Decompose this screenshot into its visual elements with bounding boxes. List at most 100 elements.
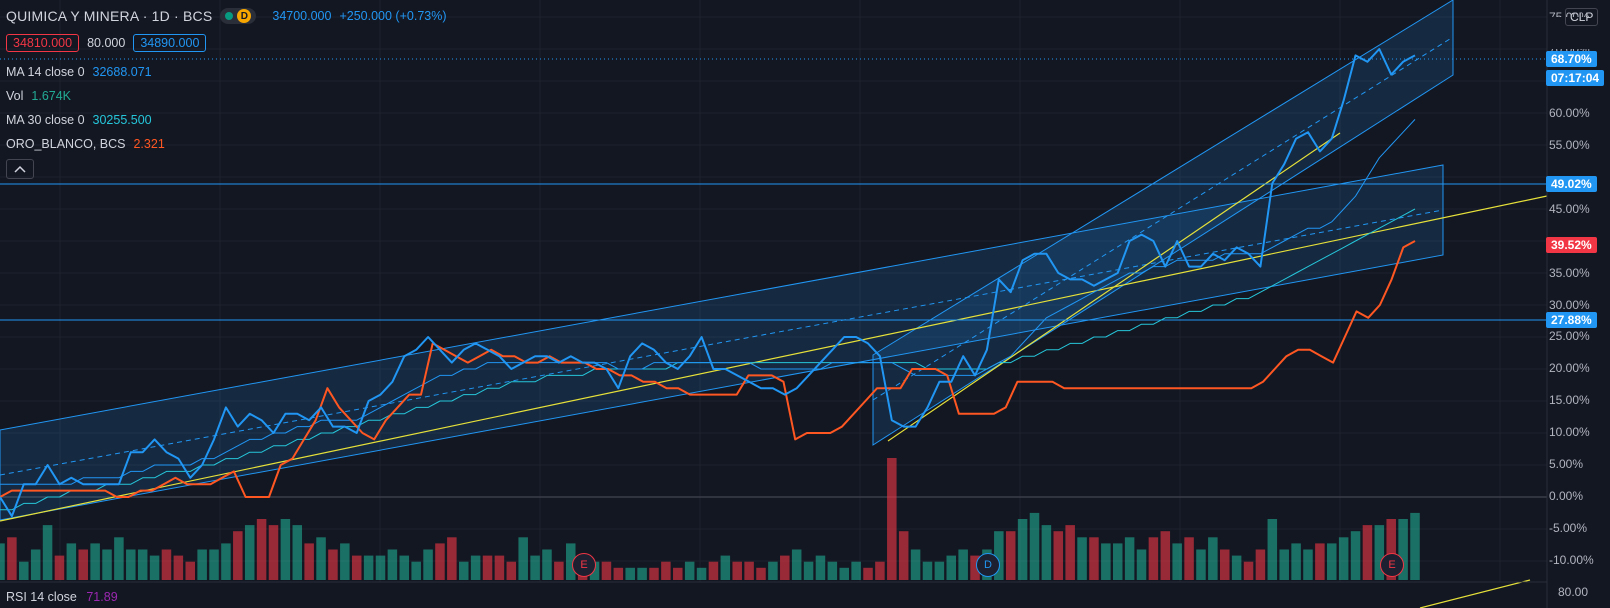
- series-line-quimica-y-minera: [0, 48, 1416, 518]
- volume-bar: [316, 537, 326, 580]
- volume-bar: [351, 555, 362, 580]
- indicator-name: ORO_BLANCO, BCS: [6, 137, 126, 151]
- volume-bar: [875, 561, 885, 580]
- volume-bar: [803, 561, 814, 580]
- volume-bar: [233, 531, 243, 580]
- volume-bar: [708, 561, 719, 580]
- volume-bar: [863, 567, 873, 580]
- indicator-ma30[interactable]: MA 30 close 0 30255.500: [6, 113, 152, 127]
- volume-bar: [898, 531, 909, 580]
- volume-bar: [1208, 537, 1218, 580]
- volume-bar: [387, 549, 398, 580]
- earnings-event-marker[interactable]: E: [1380, 553, 1404, 577]
- volume-bar: [447, 537, 457, 580]
- volume-bar: [42, 525, 53, 580]
- rsi-legend[interactable]: RSI 14 close 71.89: [6, 590, 118, 604]
- volume-bar: [0, 543, 5, 580]
- symbol-title[interactable]: QUIMICA Y MINERA · 1D · BCS: [6, 8, 213, 24]
- volume-bar: [910, 549, 921, 580]
- volume-bar: [637, 567, 647, 580]
- market-open-icon: [225, 12, 234, 20]
- volume-bar: [149, 555, 160, 580]
- chart-grid: [0, 0, 1547, 582]
- volume-bar: [649, 567, 659, 580]
- volume-bar: [696, 567, 707, 580]
- channel-short: [872, 0, 1454, 446]
- volume-bar: [684, 561, 695, 580]
- volume-bar: [54, 555, 65, 580]
- volume-bar: [90, 543, 100, 580]
- rsi-value: 71.89: [86, 590, 118, 604]
- currency-button[interactable]: CLP: [1565, 8, 1599, 26]
- volume-bar: [256, 519, 267, 580]
- volume-bar: [411, 561, 421, 580]
- regression-channels: [0, 0, 1548, 608]
- lower-line-badge: 27.88%: [1546, 312, 1597, 328]
- spread-value: 80.000: [87, 36, 126, 50]
- indicator-value: 30255.500: [92, 113, 152, 127]
- indicator-ma14[interactable]: MA 14 close 0 32688.071: [6, 65, 152, 79]
- chevron-up-icon[interactable]: [6, 159, 34, 179]
- volume-bar: [1267, 519, 1278, 580]
- volume-bar: [1315, 543, 1325, 580]
- volume-bar: [102, 549, 112, 580]
- volume-bar: [887, 458, 897, 580]
- volume-bar: [827, 561, 838, 580]
- volume-bar: [1291, 543, 1301, 580]
- indicator-oro-blanco[interactable]: ORO_BLANCO, BCS 2.321: [6, 137, 165, 151]
- volume-bar: [1410, 512, 1420, 580]
- volume-bar: [340, 543, 350, 580]
- volume-bar: [1005, 531, 1016, 580]
- status-badge: D: [237, 9, 252, 23]
- axis-tick: -10.00%: [1549, 553, 1594, 567]
- indicator-volume[interactable]: Vol 1.674K: [6, 89, 71, 103]
- volume-bar: [1065, 525, 1075, 580]
- axis-tick: 35.00%: [1549, 266, 1590, 280]
- volume-bar: [506, 561, 517, 580]
- axis-tick: 55.00%: [1549, 138, 1590, 152]
- volume-bar: [530, 555, 540, 580]
- volume-bar: [1219, 549, 1230, 580]
- volume-bar: [1124, 537, 1135, 580]
- axis-tick: 20.00%: [1549, 361, 1590, 375]
- volume-bar: [518, 537, 528, 580]
- volume-bar: [839, 567, 849, 580]
- chart-series: [0, 48, 1416, 518]
- volume-bar: [625, 567, 635, 580]
- volume-bar: [30, 549, 41, 580]
- main-series-price-badge: 68.70%: [1546, 51, 1597, 67]
- channel-long-median: [0, 209, 1444, 476]
- volume-bar: [566, 543, 576, 580]
- volume-bar: [732, 561, 742, 580]
- volume-bar: [19, 561, 29, 580]
- axis-tick: 75.00%: [1549, 10, 1590, 17]
- volume-bar: [1350, 531, 1361, 580]
- volume-bar: [720, 555, 731, 580]
- volume-bar: [1255, 549, 1266, 580]
- horizontal-lines: [0, 58, 1547, 321]
- volume-bar: [673, 567, 683, 580]
- series-line-oro-blanco-bcs: [0, 240, 1416, 498]
- volume-bar: [958, 549, 968, 580]
- volume-bar: [554, 561, 564, 580]
- volume-bars: [0, 458, 1420, 580]
- earnings-event-marker[interactable]: E: [572, 553, 596, 577]
- indicator-name: Vol: [6, 89, 24, 103]
- trade-row: 34810.000 80.000 34890.000: [6, 34, 207, 52]
- volume-bar: [1362, 525, 1373, 580]
- volume-bar: [173, 555, 184, 580]
- volume-bar: [7, 537, 17, 580]
- market-status-pill[interactable]: D: [220, 8, 257, 24]
- volume-bar: [137, 549, 148, 580]
- volume-bar: [470, 555, 481, 580]
- volume-bar: [399, 555, 410, 580]
- axis-tick: 45.00%: [1549, 202, 1590, 216]
- sell-button[interactable]: 34810.000: [6, 34, 80, 52]
- volume-bar: [423, 549, 433, 580]
- dividend-event-marker[interactable]: D: [976, 553, 1000, 577]
- volume-bar: [268, 525, 279, 580]
- volume-bar: [1053, 531, 1064, 580]
- buy-button[interactable]: 34890.000: [133, 34, 207, 52]
- volume-bar: [994, 531, 1004, 580]
